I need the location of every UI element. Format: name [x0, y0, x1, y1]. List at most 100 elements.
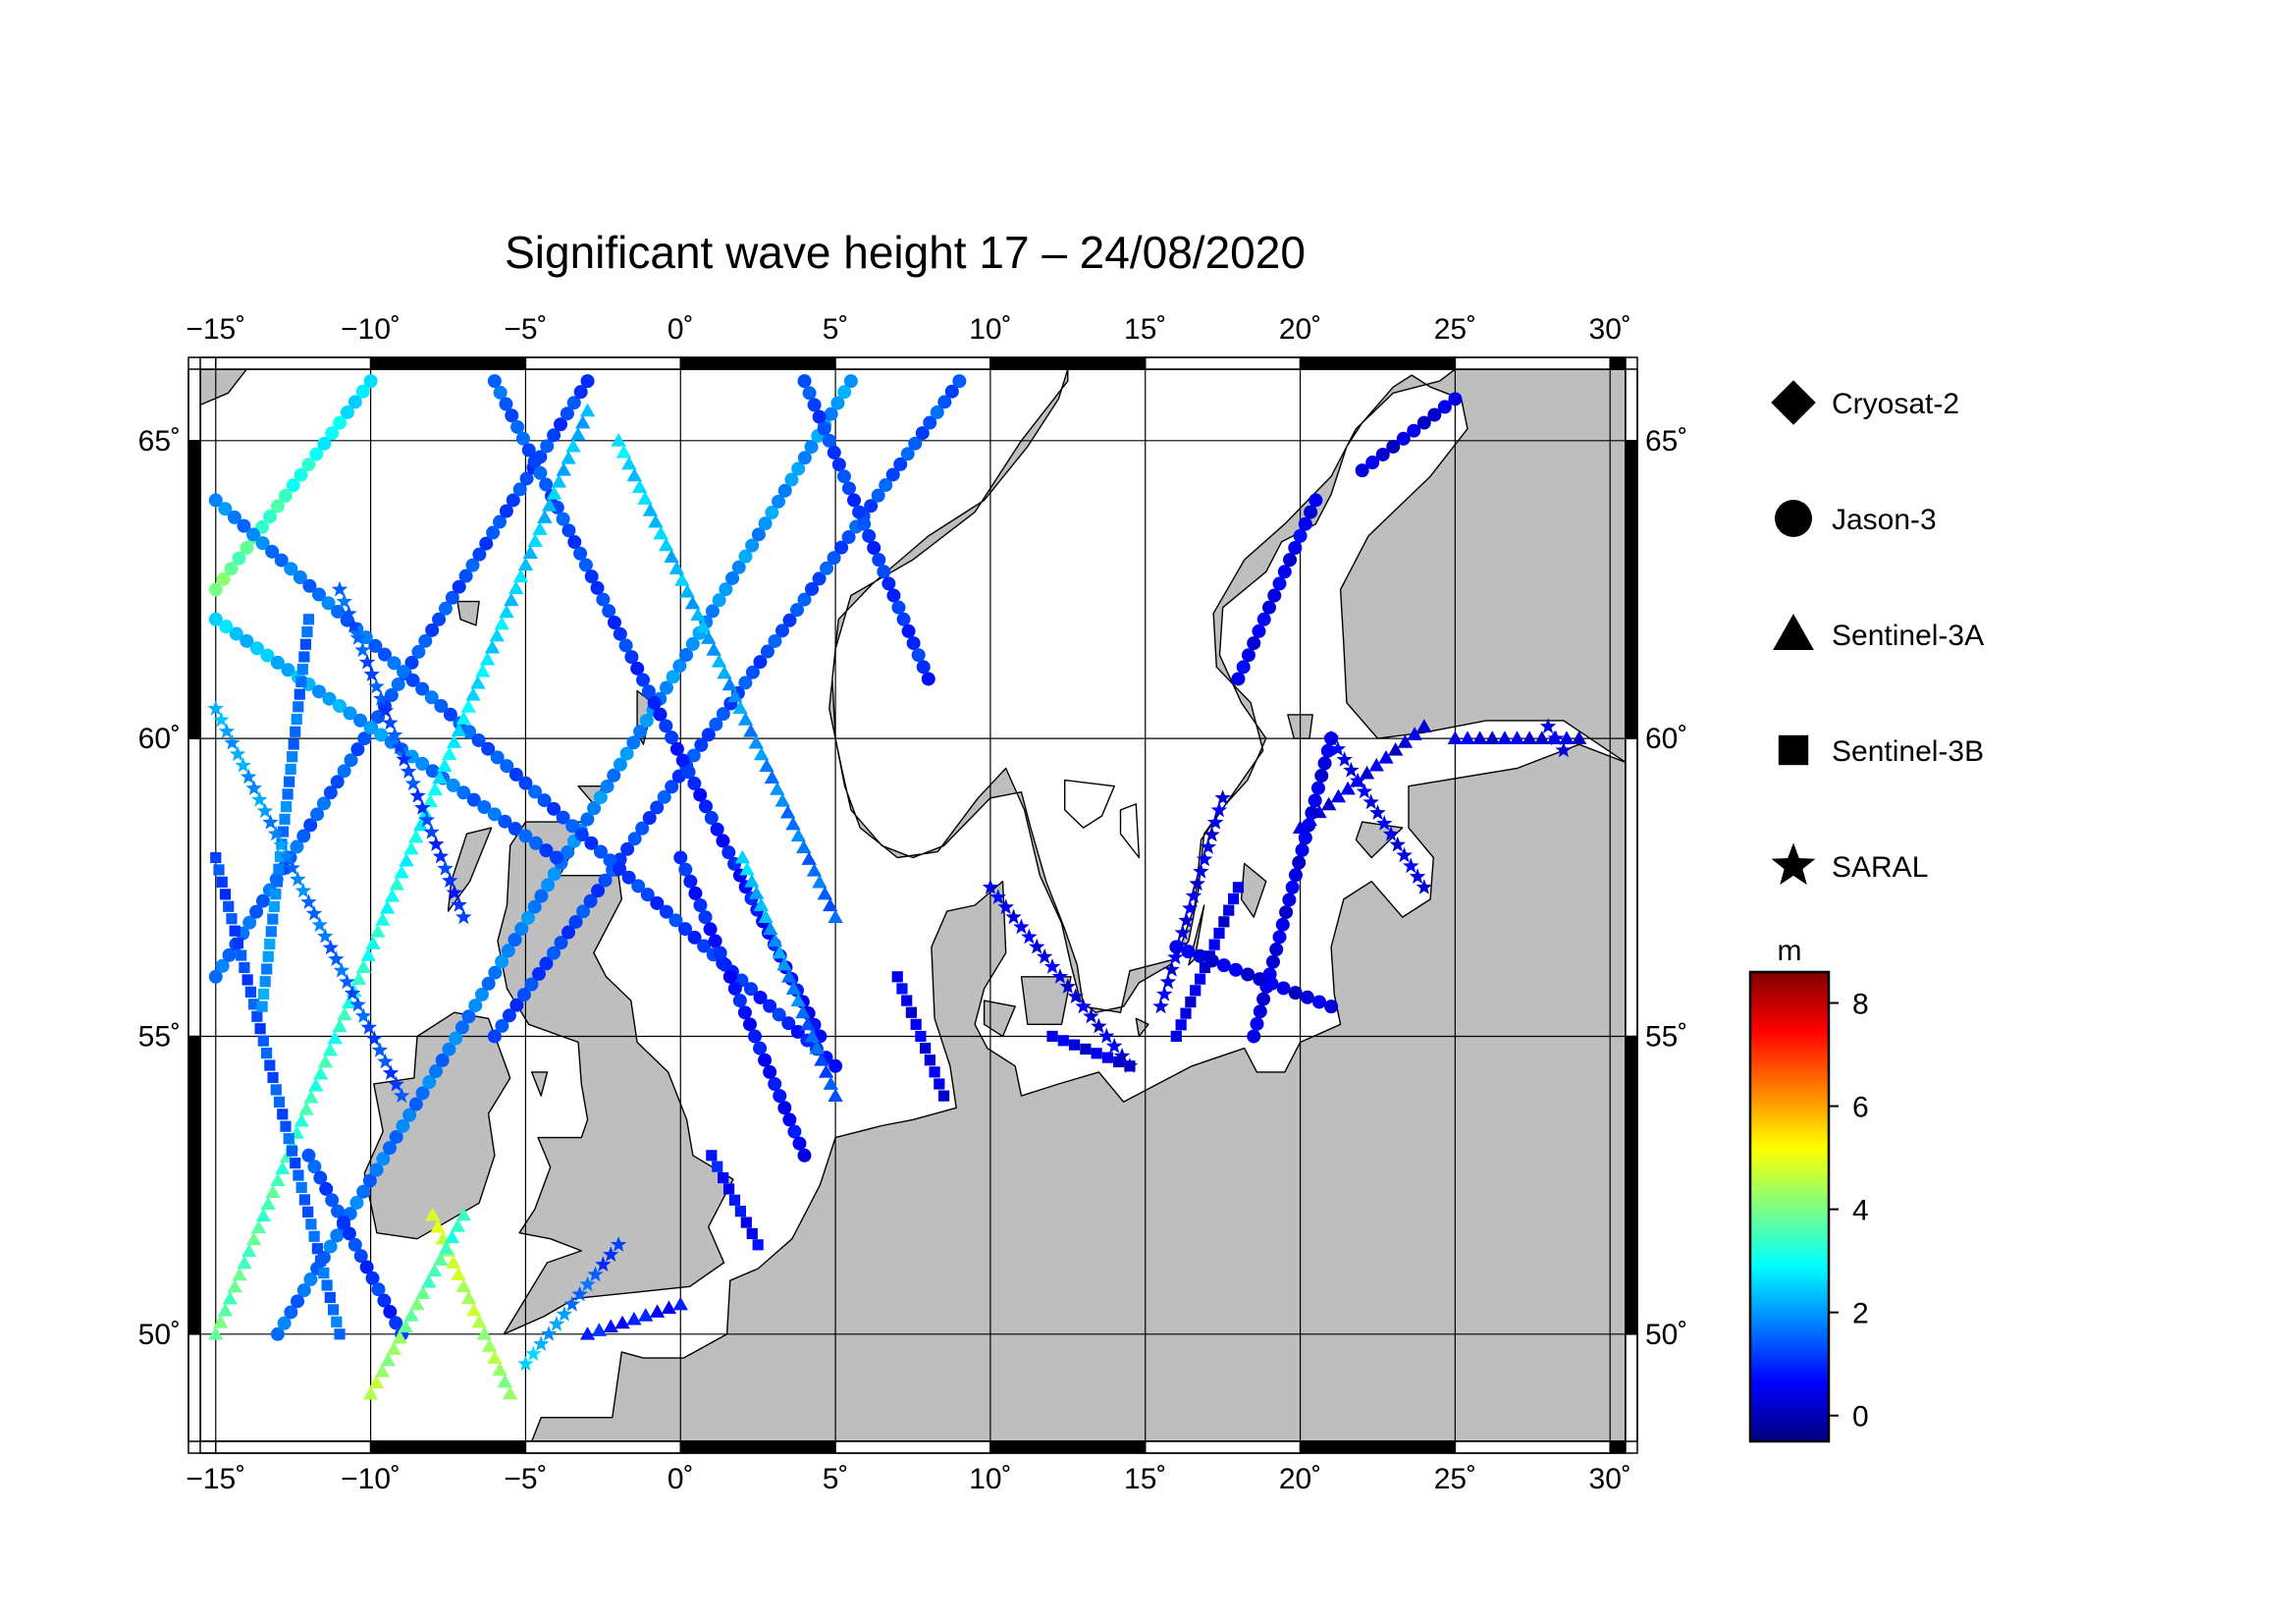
observation-point [881, 576, 896, 591]
observation-point [528, 836, 543, 850]
observation-point [533, 1335, 550, 1351]
observation-point [294, 1113, 309, 1127]
triangle-icon [1773, 614, 1814, 650]
observation-point [1311, 995, 1326, 1009]
observation-point [451, 896, 467, 912]
observation-point [357, 731, 372, 746]
observation-point [293, 570, 307, 585]
observation-point [753, 1041, 768, 1055]
observation-point [246, 527, 261, 542]
observation-point [1571, 730, 1587, 745]
observation-point [1386, 439, 1401, 454]
observation-point [1241, 967, 1255, 982]
legend-item-sentinel-3a: Sentinel-3A [1773, 614, 1984, 652]
colorbar-tick-label: 0 [1852, 1401, 1869, 1434]
observation-point [701, 630, 717, 644]
observation-point [267, 913, 279, 925]
observation-point [1547, 730, 1565, 746]
observation-point [721, 676, 738, 691]
observation-point [321, 596, 336, 611]
observation-point [494, 616, 509, 630]
observation-point [386, 727, 403, 742]
observation-point [450, 1218, 466, 1232]
observation-point [1283, 553, 1298, 568]
observation-point [877, 565, 891, 579]
observation-point [901, 995, 913, 1006]
diamond-icon [1771, 380, 1816, 425]
observation-point [264, 1059, 276, 1071]
observation-point [1387, 742, 1404, 756]
lat-label-left: 60˚ [138, 723, 181, 755]
observation-point [997, 898, 1014, 914]
observation-point [781, 1016, 796, 1031]
observation-point [751, 527, 766, 542]
observation-point [423, 823, 440, 839]
observation-point [626, 467, 642, 482]
observation-point [365, 1271, 380, 1285]
observation-point [362, 1385, 379, 1400]
observation-point [465, 558, 480, 572]
observation-point [389, 1129, 403, 1144]
lon-label-bottom: 5˚ [823, 1463, 849, 1495]
observation-point [539, 843, 554, 858]
observation-point [295, 1181, 307, 1194]
observation-point [587, 1266, 604, 1282]
observation-point [748, 734, 764, 749]
observation-point [1227, 893, 1240, 905]
observation-point [1231, 672, 1246, 686]
observation-point [734, 1206, 747, 1217]
frame-bar-left [187, 1333, 201, 1442]
observation-point [287, 751, 298, 763]
observation-point [830, 396, 845, 410]
observation-point [389, 876, 405, 891]
observation-point [584, 569, 599, 584]
frame-bar-top [524, 356, 682, 370]
observation-point [1200, 839, 1217, 854]
observation-point [316, 928, 334, 944]
observation-point [284, 776, 295, 787]
legend-item-jason-3: Jason-3 [1775, 500, 1937, 537]
observation-point [493, 385, 507, 400]
faroe-land [456, 600, 480, 626]
observation-point [1324, 1000, 1339, 1014]
observation-point [1253, 1004, 1267, 1019]
observation-point [1292, 820, 1308, 835]
observation-point [804, 440, 819, 455]
observation-point [806, 863, 823, 877]
observation-point [331, 1204, 346, 1218]
observation-point [681, 765, 696, 780]
observation-point [471, 732, 486, 747]
observation-point [510, 419, 525, 434]
observation-point [797, 374, 812, 389]
observation-point [593, 790, 608, 805]
observation-point [1046, 1030, 1058, 1043]
observation-point [776, 956, 792, 971]
observation-point [1522, 730, 1537, 745]
observation-point [1555, 741, 1573, 758]
observation-point [1322, 730, 1340, 746]
observation-point [583, 893, 598, 908]
observation-point [668, 913, 683, 928]
observation-point [807, 398, 822, 412]
observation-point [1253, 972, 1267, 987]
observation-point [248, 999, 260, 1010]
observation-point [802, 386, 817, 401]
observation-point [322, 691, 337, 706]
observation-point [295, 676, 307, 688]
observation-point [254, 1023, 266, 1035]
observation-point [398, 1319, 413, 1333]
observation-point [255, 893, 270, 908]
observation-point [303, 818, 318, 833]
observation-point [620, 841, 635, 856]
observation-point [664, 549, 679, 564]
observation-point [607, 768, 621, 783]
observation-point [587, 801, 602, 816]
observation-point [1308, 793, 1322, 808]
observation-point [384, 889, 400, 902]
observation-point [274, 553, 289, 568]
observation-point [1277, 565, 1292, 579]
observation-point [763, 1064, 777, 1079]
observation-point [273, 837, 290, 852]
observation-point [455, 1278, 472, 1293]
observation-point [487, 1029, 502, 1044]
